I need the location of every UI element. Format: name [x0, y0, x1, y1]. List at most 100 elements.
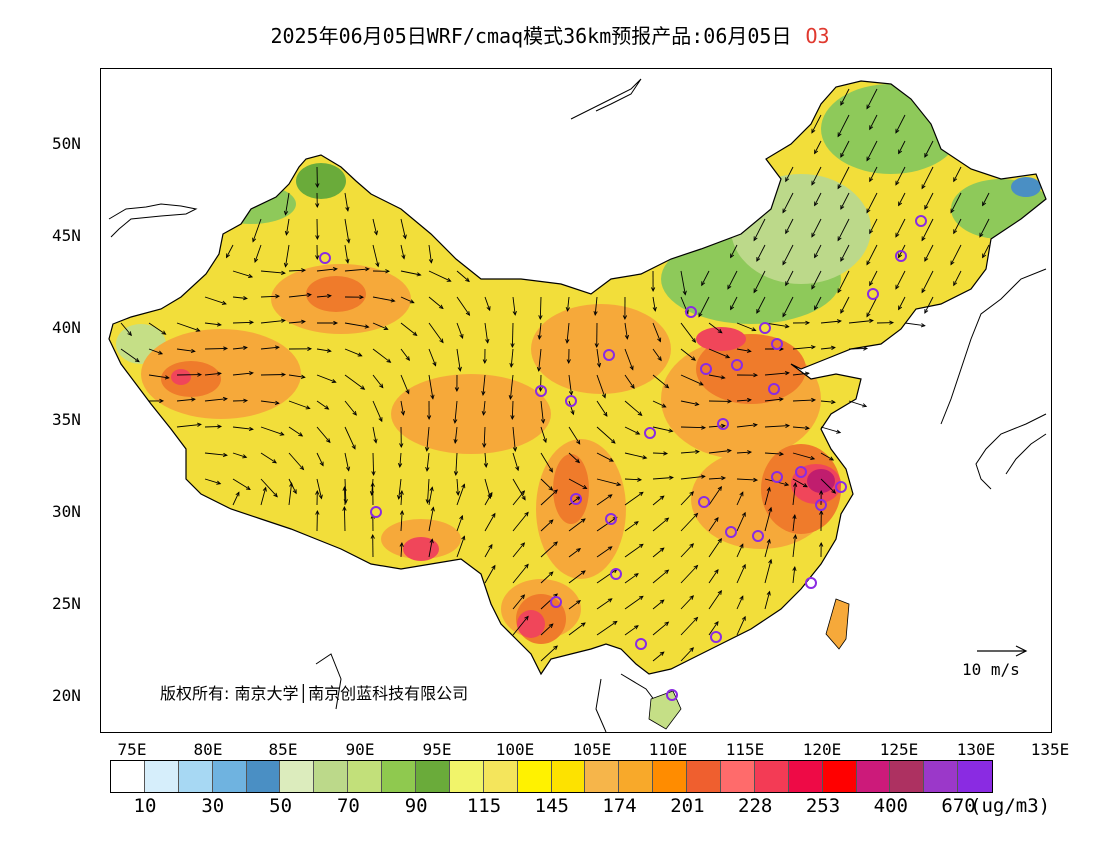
wind-arrow-head: [782, 312, 787, 318]
wind-arrow-head: [950, 260, 955, 266]
wind-arrow-head: [793, 534, 798, 540]
wind-arrow-head: [405, 356, 411, 362]
wind-arrow: [512, 452, 519, 471]
wind-arrow-head: [792, 514, 797, 520]
wind-arrow: [509, 374, 514, 399]
wind-arrow-head: [698, 312, 703, 318]
legend-label: 228: [738, 795, 773, 817]
wind-arrow: [840, 296, 850, 314]
wind-arrow: [399, 452, 402, 467]
wind-arrow: [624, 625, 639, 636]
wind-arrow-head: [553, 489, 558, 494]
lon-label: 135E: [1030, 740, 1070, 759]
legend-swatch: [416, 761, 450, 792]
wind-arrow: [680, 348, 696, 361]
wind-arrow-head: [664, 517, 670, 523]
wind-arrow: [624, 400, 642, 416]
wind-arrow-head: [862, 403, 868, 408]
wind-arrow: [568, 548, 581, 558]
wind-arrow-head: [721, 423, 726, 429]
wind-arrow-head: [804, 371, 810, 376]
wind-arrow: [428, 348, 437, 366]
wind-arrow: [538, 348, 542, 371]
legend-swatch: [348, 761, 383, 792]
wind-arrow-head: [576, 439, 581, 445]
wind-arrow: [316, 478, 322, 499]
wind-arrow: [921, 218, 934, 241]
wind-arrow: [701, 270, 710, 286]
wind-arrow-head: [222, 396, 228, 402]
wind-arrow: [454, 426, 458, 443]
wind-arrow-head: [924, 152, 929, 158]
wind-arrow: [540, 519, 554, 532]
wind-arrow: [568, 518, 586, 532]
wind-arrow: [232, 492, 240, 506]
wind-arrow: [568, 400, 574, 415]
wind-arrow: [512, 542, 525, 558]
wind-arrow-head: [274, 400, 280, 406]
wind-arrow-head: [565, 306, 570, 312]
wind-arrow-head: [751, 327, 757, 332]
legend-swatch: [314, 761, 349, 792]
station-marker: [644, 427, 656, 439]
wind-arrow-head: [216, 322, 222, 327]
wind-arrow: [344, 426, 356, 449]
wind-arrow-head: [575, 458, 581, 464]
wind-arrow-head: [739, 491, 744, 497]
station-marker: [725, 526, 737, 538]
wind-arrow: [782, 244, 794, 265]
wind-arrow-head: [482, 359, 488, 365]
wind-arrow: [511, 400, 514, 420]
station-marker: [319, 252, 331, 264]
wind-arrow-head: [524, 511, 529, 517]
wind-arrow: [260, 452, 277, 464]
wind-arrow-head: [425, 466, 430, 472]
lon-label: 115E: [725, 740, 765, 759]
wind-arrow: [400, 510, 403, 532]
wind-arrow-head: [385, 269, 391, 274]
wind-arrow-head: [453, 471, 459, 477]
wind-arrow-head: [345, 466, 351, 472]
legend-unit: (ug/m3): [970, 795, 1051, 817]
wind-arrow-head: [953, 281, 958, 287]
wind-arrow-head: [836, 319, 842, 324]
wind-arrow: [680, 322, 696, 343]
wind-arrow: [372, 218, 378, 235]
wind-arrow: [811, 270, 822, 290]
wind-arrow-head: [197, 372, 203, 377]
station-marker: [570, 493, 582, 505]
wind-arrow: [285, 244, 290, 267]
wind-arrow: [895, 270, 906, 290]
wind-arrow-head: [540, 418, 546, 424]
wind-arrow: [680, 491, 694, 506]
wind-arrow: [232, 372, 253, 376]
lon-label: 120E: [802, 740, 842, 759]
lon-label: 110E: [648, 740, 688, 759]
wind-arrow-head: [292, 489, 297, 495]
wind-arrow: [837, 218, 850, 241]
wind-arrow-head: [453, 419, 458, 424]
wind-arrow: [344, 322, 369, 328]
legend-label: 70: [336, 795, 360, 817]
wind-arrow: [764, 539, 771, 558]
wind-arrow-head: [624, 334, 630, 340]
wind-arrow-head: [634, 573, 639, 578]
wind-arrow-head: [741, 511, 746, 517]
wind-arrow-head: [831, 489, 837, 494]
wind-arrow-head: [324, 405, 330, 410]
wind-arrow: [204, 398, 227, 402]
wind-arrow: [288, 294, 311, 298]
wind-arrow: [708, 590, 722, 610]
wind-arrow-head: [223, 346, 229, 351]
wind-arrow-head: [315, 235, 320, 241]
wind-arrow-head: [829, 456, 835, 461]
wind-arrow-head: [768, 558, 773, 564]
wind-arrow: [344, 192, 349, 211]
wind-arrow: [792, 535, 796, 558]
legend-label: 253: [805, 795, 841, 817]
wind-arrow: [764, 559, 772, 584]
station-marker: [867, 288, 879, 300]
wind-arrow: [568, 452, 580, 463]
legend-swatch: [822, 761, 857, 792]
wind-arrow: [540, 374, 542, 392]
